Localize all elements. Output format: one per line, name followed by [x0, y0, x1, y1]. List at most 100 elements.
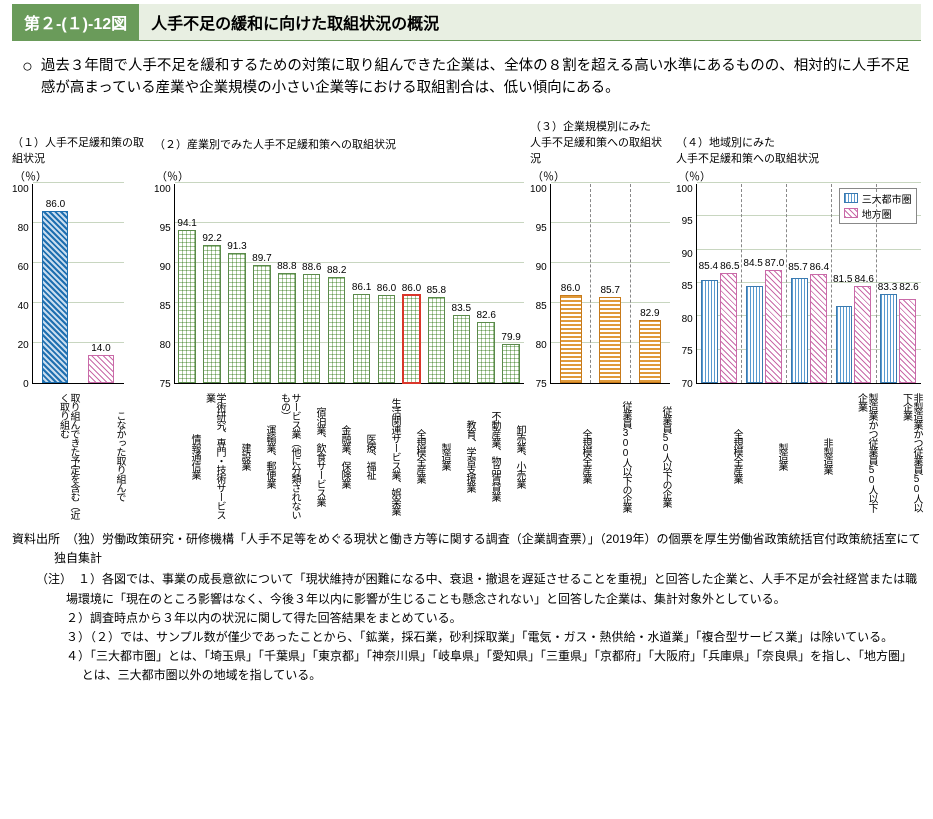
charts-row: （１）人手不足緩和策の取組状況（％）10080604020086.014.0取り…: [12, 118, 921, 520]
summary-block: ○ 過去３年間で人手不足を緩和するための対策に取り組んできた企業は、全体の８割を…: [12, 51, 921, 112]
x-label: 全規模全産業: [399, 390, 424, 520]
bar-col: 86.0: [33, 199, 79, 383]
y-tick: 75: [682, 346, 693, 357]
y-tick: 75: [160, 379, 171, 390]
chart-subtitle: （１）人手不足緩和策の取組状況: [12, 134, 148, 166]
footer-note: ４）「三大都市圏」とは、「埼玉県」「千葉県」「東京都」「神奈川県」「岐阜県」「愛…: [12, 647, 921, 685]
y-axis: 100806040200: [12, 184, 32, 390]
y-tick: 90: [536, 262, 547, 273]
chart-subtitle: （４）地域別にみた人手不足緩和策への取組状況: [676, 134, 921, 166]
bar-value-b: 87.0: [765, 258, 784, 269]
bullet-icon: ○: [22, 55, 33, 75]
bar-value: 14.0: [91, 343, 110, 354]
bar: [42, 211, 68, 383]
bar: [403, 295, 420, 383]
bar-value-b: 86.5: [720, 261, 739, 272]
footer: 資料出所 （独）労働政策研究・研修機構「人手不足等をめぐる現状と働き方等に関する…: [12, 530, 921, 686]
x-label: こなかった取り組んで: [78, 390, 124, 520]
y-tick: 100: [12, 184, 29, 195]
bar-value: 86.0: [561, 283, 580, 294]
bar: [353, 294, 370, 383]
chart-subtitle: （３）企業規模別にみた人手不足緩和策への取組状況: [530, 118, 670, 166]
bar-value: 82.9: [640, 308, 659, 319]
y-tick: 40: [18, 301, 29, 312]
bar: [278, 273, 295, 383]
bar-col: 86.0: [399, 283, 424, 383]
x-label: 取り組んできた予定を含む（近く取り組む: [32, 390, 78, 520]
x-label: 製造業: [424, 390, 449, 520]
bar-a: [746, 286, 763, 383]
x-label: 生活関連サービス業、娯楽業: [374, 390, 399, 520]
y-axis: 1009590858075: [530, 184, 550, 390]
figure-number: 第２-(１)-12図: [12, 4, 139, 40]
bar: [378, 295, 395, 383]
bar: [453, 315, 470, 383]
bar-value-a: 85.4: [699, 261, 718, 272]
bar-value: 86.0: [377, 283, 396, 294]
bar-group: 84.587.0: [741, 258, 786, 383]
y-axis: 1009590858075: [154, 184, 174, 390]
bar: [88, 355, 114, 383]
bar-col: 89.7: [249, 253, 274, 383]
bar-value: 86.0: [46, 199, 65, 210]
y-tick: 80: [682, 314, 693, 325]
bar: [560, 295, 582, 383]
y-tick: 85: [536, 301, 547, 312]
x-label: 従業員50人以下の企業: [630, 390, 670, 520]
bar-value-a: 81.5: [833, 274, 852, 285]
bar-value: 88.2: [327, 265, 346, 276]
y-tick: 100: [530, 184, 547, 195]
bar-b: [765, 270, 782, 383]
y-tick: 95: [160, 223, 171, 234]
bar-group: 81.584.6: [831, 274, 876, 383]
bar-value-a: 83.3: [878, 282, 897, 293]
x-label: 非製造業: [786, 390, 831, 520]
bar-group: 83.382.6: [876, 282, 921, 383]
bar: [428, 297, 445, 383]
bar-col: 86.1: [349, 282, 374, 383]
chart-subtitle: （２）産業別でみた人手不足緩和策への取組状況: [154, 136, 524, 152]
y-axis: 100959085807570: [676, 184, 696, 390]
bar-value: 79.9: [501, 332, 520, 343]
bar-value-b: 84.6: [854, 274, 873, 285]
bar: [639, 320, 661, 383]
x-label: 全規模全産業: [550, 390, 590, 520]
x-label: 従業員300人以下の企業: [590, 390, 630, 520]
x-label: 医療、福祉: [349, 390, 374, 520]
figure-title: 人手不足の緩和に向けた取組状況の概況: [139, 4, 921, 40]
bar-group: 85.786.4: [786, 262, 831, 383]
x-label: 全規模全産業: [696, 390, 741, 520]
chart-4: （４）地域別にみた人手不足緩和策への取組状況（％）100959085807570…: [676, 134, 921, 520]
bar-col: 86.0: [551, 283, 591, 383]
bar-b: [854, 286, 871, 383]
footer-note: ２）調査時点から３年以内の状況に関して得た回答結果をまとめている。: [12, 609, 921, 628]
bar-col: 79.9: [499, 332, 524, 383]
grid-line: [33, 182, 124, 183]
x-label: 製造業かつ従業員50人以下企業: [831, 390, 876, 520]
y-tick: 75: [536, 379, 547, 390]
bar-col: 88.6: [299, 262, 324, 383]
bar-value-b: 82.6: [899, 282, 918, 293]
bar-col: 86.0: [374, 283, 399, 383]
bar-group: 85.486.5: [697, 261, 742, 383]
bar: [228, 253, 245, 383]
x-label: 非製造業かつ従業員50人以下企業: [876, 390, 921, 520]
chart-subtitle-row: （４）地域別にみた人手不足緩和策への取組状況: [676, 134, 921, 166]
x-label: 学術研究、専門・技術サービス業: [199, 390, 224, 520]
bar-value: 91.3: [227, 241, 246, 252]
bar-value-a: 84.5: [743, 258, 762, 269]
bar-a: [701, 280, 718, 383]
bar-value: 88.6: [302, 262, 321, 273]
footer-source: 資料出所 （独）労働政策研究・研修機構「人手不足等をめぐる現状と働き方等に関する…: [12, 530, 921, 568]
summary-text: 過去３年間で人手不足を緩和するための対策に取り組んできた企業は、全体の８割を超え…: [41, 55, 911, 100]
y-tick: 85: [160, 301, 171, 312]
x-label: 情報通信業: [174, 390, 199, 520]
x-label: サービス業（他に分類されないもの）: [274, 390, 299, 520]
bar-value-a: 85.7: [788, 262, 807, 273]
y-tick: 20: [18, 340, 29, 351]
x-label: 製造業: [741, 390, 786, 520]
bar-col: 14.0: [78, 343, 124, 383]
chart-2: （２）産業別でみた人手不足緩和策への取組状況（％）100959085807594…: [154, 136, 524, 520]
bar-b: [720, 273, 737, 383]
bar-col: 88.8: [274, 261, 299, 383]
